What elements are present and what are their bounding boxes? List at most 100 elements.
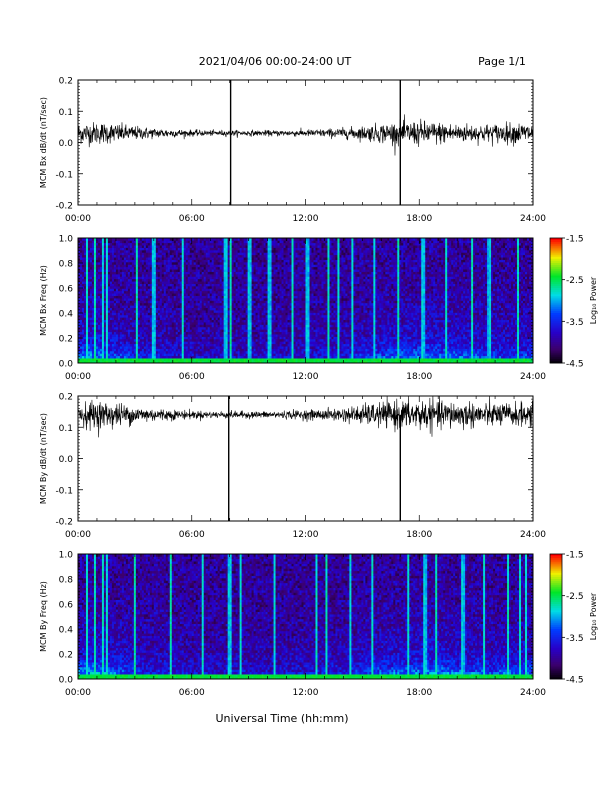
spectrogram-cell [258,351,260,354]
spectrogram-cell [150,252,152,255]
spectrogram-cell [92,341,94,344]
spectrogram-cell [80,327,82,330]
spectrogram-cell [172,252,174,255]
spectrogram-cell [124,305,126,308]
spectrogram-cell [234,257,236,260]
spectrogram-cell [254,296,256,299]
spectrogram-cell [108,260,110,263]
spectrogram-cell [202,262,204,265]
spectrogram-cell [120,272,122,275]
spectrogram-cell [202,257,204,260]
spectrogram-cell [106,313,108,316]
spectrogram-cell [178,274,180,277]
spectrogram-cell [108,332,110,335]
spectrogram-cell [88,274,90,277]
spectrogram-cell [106,327,108,330]
spectrogram-cell [214,255,216,258]
spectrogram-cell [148,298,150,301]
spectrogram-cell [86,243,88,246]
y-tick-label: 0.0 [59,139,74,149]
spectrogram-cell [238,267,240,270]
spectrogram-cell [244,351,246,354]
spectrogram-cell [160,296,162,299]
spectrogram-cell [172,276,174,279]
spectrogram-cell [188,339,190,342]
spectrogram-cell [222,291,224,294]
spectrogram-cell [156,257,158,260]
spectrogram-cell [198,262,200,265]
spectrogram-cell [126,327,128,330]
spectrogram-cell [132,291,134,294]
spectrogram-cell [88,293,90,296]
spectrogram-cell [234,337,236,340]
spectrogram-cell [178,341,180,344]
spectrogram-cell [204,252,206,255]
spectrogram-cell [242,272,244,275]
spectrogram-cell [256,325,258,328]
spectrogram-cell [96,264,98,267]
spectrogram-cell [80,298,82,301]
spectrogram-cell [114,276,116,279]
spectrogram-cell [152,322,154,325]
spectrogram-cell [228,301,230,304]
spectrogram-cell [98,305,100,308]
spectrogram-cell [186,334,188,337]
spectrogram-cell [174,296,176,299]
spectrogram-cell [188,262,190,265]
spectrogram-cell [98,301,100,304]
spectrogram-cell [222,262,224,265]
spectrogram-cell [134,334,136,337]
spectrogram-cell [180,341,182,344]
spectrogram-cell [138,288,140,291]
x-tick-label: 00:00 [65,214,91,224]
spectrogram-cell [204,276,206,279]
spectrogram-cell [216,325,218,328]
spectrogram-cell [182,349,184,352]
spectrogram-cell [118,334,120,337]
spectrogram-cell [176,245,178,248]
spectrogram-cell [218,344,220,347]
spectrogram-cell [166,353,168,356]
spectrogram-cell [94,322,96,325]
spectrogram-cell [238,248,240,251]
spectrogram-cell [214,337,216,340]
spectrogram-cell [206,356,208,359]
spectrogram-cell [236,298,238,301]
spectrogram-cell [94,264,96,267]
spectrogram-cell [244,240,246,243]
spectrogram-cell [158,240,160,243]
spectrogram-cell [220,293,222,296]
spectrogram-cell [132,248,134,251]
spectrogram-cell [206,274,208,277]
spectrogram-cell [262,262,264,265]
spectrogram-cell [102,293,104,296]
spectrogram-cell [154,315,156,318]
spectrogram-cell [188,308,190,311]
spectrogram-cell [154,252,156,255]
spectrogram-cell [128,279,130,282]
spectrogram-cell [152,257,154,260]
spectrogram-cell [96,303,98,306]
spectrogram-cell [154,298,156,301]
spectrogram-cell [236,264,238,267]
spectrogram-cell [212,286,214,289]
spectrogram-cell [180,329,182,332]
spectrogram-cell [168,329,170,332]
spectrogram-cell [242,313,244,316]
spectrogram-cell [234,341,236,344]
spectrogram-cell [102,248,104,251]
spectrogram-cell [198,325,200,328]
spectrogram-cell [238,279,240,282]
spectrogram-cell [254,356,256,359]
spectrogram-cell [106,298,108,301]
spectrogram-cell [248,288,250,291]
spectrogram-cell [242,301,244,304]
spectrogram-cell [134,250,136,253]
spectrogram-cell [146,288,148,291]
spectrogram-cell [120,262,122,265]
spectrogram-cell [132,341,134,344]
spectrogram-cell [92,308,94,311]
spectrogram-cell [108,334,110,337]
spectrogram-cell [162,255,164,258]
spectrogram-cell [176,284,178,287]
